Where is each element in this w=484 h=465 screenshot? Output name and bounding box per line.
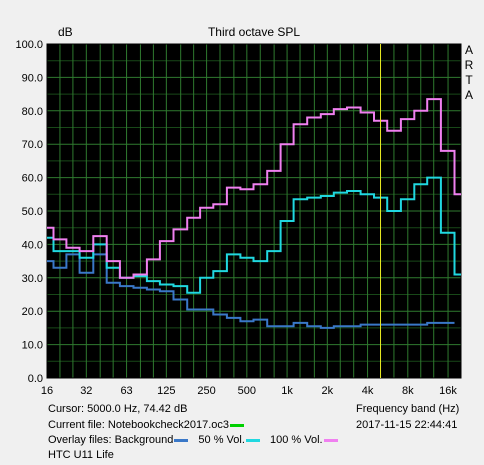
x-tick-label: 16k bbox=[439, 385, 457, 397]
y-tick-label: 10.0 bbox=[22, 340, 43, 352]
chart-title: Third octave SPL bbox=[208, 25, 300, 39]
y-tick-label: 30.0 bbox=[22, 273, 43, 285]
legend-background-swatch bbox=[174, 438, 189, 442]
x-tick-label: 63 bbox=[120, 385, 132, 397]
x-tick-label: 2k bbox=[322, 385, 334, 397]
timestamp: 2017-11-15 22:44:41 bbox=[356, 419, 458, 431]
brand-letter: A bbox=[465, 88, 473, 102]
current-file: Current file: Notebookcheck2017.oc3 bbox=[48, 419, 247, 432]
x-tick-label: 125 bbox=[157, 385, 175, 397]
brand-letter: A bbox=[465, 43, 473, 57]
y-tick-label: 20.0 bbox=[22, 306, 43, 318]
y-axis-unit: dB bbox=[58, 25, 73, 39]
x-tick-label: 32 bbox=[80, 385, 92, 397]
x-tick-labels: 16 32 63 125 250 500 1k 2k 4k 8k 16k bbox=[41, 385, 458, 397]
y-tick-label: 60.0 bbox=[22, 173, 43, 185]
y-tick-label: 40.0 bbox=[22, 239, 43, 251]
plot-border bbox=[46, 43, 462, 379]
y-tick-label: 80.0 bbox=[22, 106, 43, 118]
legend-50-swatch bbox=[245, 438, 260, 442]
x-tick-label: 4k bbox=[362, 385, 374, 397]
series-line-2 bbox=[47, 98, 461, 279]
current-file-label: Current file: Notebookcheck2017.oc3 bbox=[48, 419, 229, 431]
x-tick-label: 500 bbox=[238, 385, 256, 397]
x-axis-label: Frequency band (Hz) bbox=[356, 403, 460, 415]
brand-letter: R bbox=[465, 58, 474, 72]
device-name: HTC U11 Life bbox=[48, 449, 114, 461]
overlay-label: Overlay files: bbox=[48, 434, 112, 446]
legend-background-label: Background bbox=[114, 434, 174, 446]
y-tick-label: 0.0 bbox=[28, 373, 43, 385]
x-tick-label: 16 bbox=[41, 385, 53, 397]
y-tick-label: 50.0 bbox=[22, 206, 43, 218]
x-tick-label: 250 bbox=[197, 385, 215, 397]
x-tick-label: 8k bbox=[402, 385, 414, 397]
legend-50-label: 50 % Vol. bbox=[198, 434, 245, 446]
x-tick-label: 1k bbox=[281, 385, 293, 397]
y-tick-label: 100.0 bbox=[15, 39, 43, 51]
series-layer bbox=[47, 98, 461, 329]
current-file-swatch bbox=[230, 423, 244, 427]
y-tick-label: 70.0 bbox=[22, 139, 43, 151]
brand-letter: T bbox=[465, 73, 473, 87]
series-line-0 bbox=[47, 253, 455, 329]
legend-100-swatch bbox=[323, 438, 338, 442]
cursor-readout: Cursor: 5000.0 Hz, 74.42 dB bbox=[48, 403, 188, 415]
y-tick-label: 90.0 bbox=[22, 72, 43, 84]
legend-100-label: 100 % Vol. bbox=[269, 434, 323, 446]
y-tick-labels: 0.0 10.0 20.0 30.0 40.0 50.0 60.0 70.0 80.0 90.0 1… bbox=[15, 39, 43, 385]
overlay-files: Overlay files: Background 50 % Vol. 100 … bbox=[48, 434, 341, 447]
